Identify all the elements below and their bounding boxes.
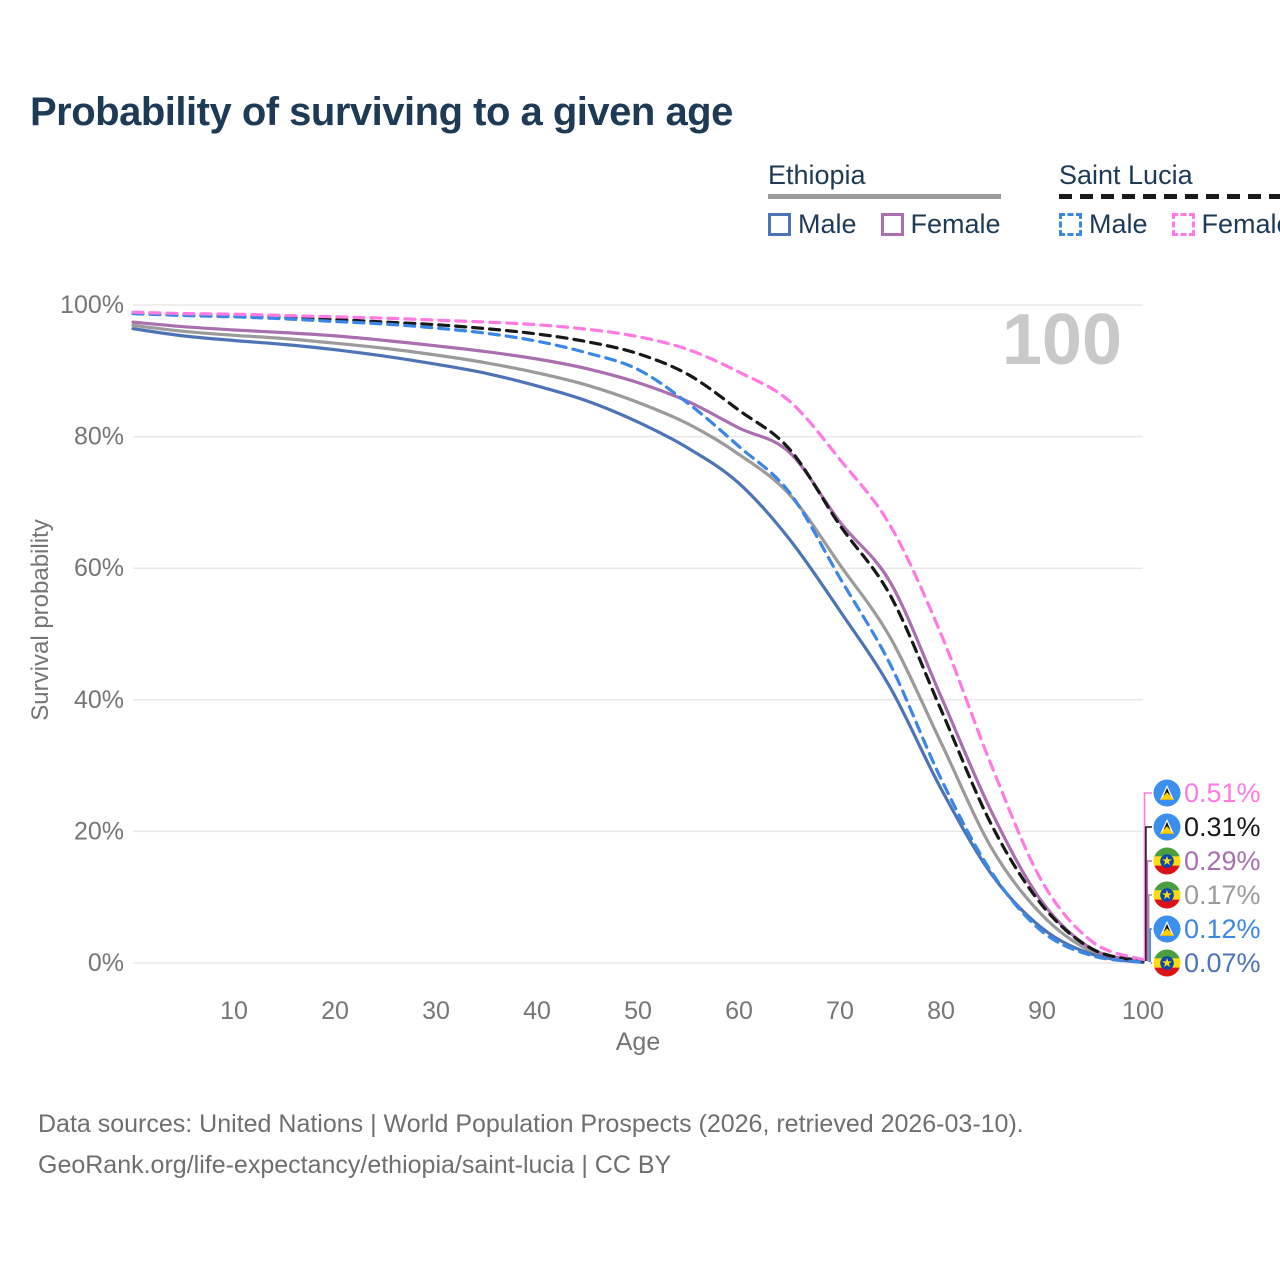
end-label-ethiopia-female[interactable]: 0.29% bbox=[1153, 846, 1261, 876]
footer: Data sources: United Nations | World Pop… bbox=[38, 1104, 1024, 1186]
legend-checkbox bbox=[880, 213, 904, 236]
x-tick-label: 50 bbox=[624, 997, 652, 1025]
series-line-saint-lucia-female[interactable] bbox=[131, 310, 1145, 962]
legend-item-label: Female bbox=[910, 209, 1001, 239]
end-label-saint-lucia-female[interactable]: 0.51% bbox=[1153, 778, 1261, 808]
series-line-saint-lucia-total[interactable] bbox=[131, 311, 1145, 963]
x-tick-label: 30 bbox=[422, 997, 450, 1025]
footer-data-sources: Data sources: United Nations | World Pop… bbox=[38, 1110, 1024, 1138]
x-axis-title: Age bbox=[616, 1028, 660, 1056]
end-label-ethiopia-total[interactable]: 0.17% bbox=[1153, 880, 1261, 910]
legend-group-ethiopia: Ethiopia Male Female bbox=[768, 160, 1001, 240]
y-tick-label: 60% bbox=[74, 554, 124, 582]
legend: Ethiopia Male Female Saint Lucia Male Female bbox=[768, 160, 1280, 240]
legend-item-saint-lucia-male[interactable]: Male bbox=[1059, 209, 1148, 240]
legend-checkbox bbox=[768, 213, 791, 236]
legend-item-saint-lucia-female[interactable]: Female bbox=[1171, 209, 1280, 240]
series-line-ethiopia-male[interactable] bbox=[131, 327, 1145, 965]
legend-item-label: Female bbox=[1201, 209, 1280, 239]
end-label-saint-lucia-male[interactable]: 0.12% bbox=[1153, 914, 1261, 944]
page-title: Probability of surviving to a given age bbox=[30, 90, 733, 134]
series-line-ethiopia-total[interactable] bbox=[131, 323, 1145, 964]
y-tick-label: 40% bbox=[74, 686, 124, 714]
flag-icon-saint-lucia bbox=[1153, 779, 1181, 807]
legend-item-label: Male bbox=[1089, 209, 1148, 239]
end-label-value: 0.29% bbox=[1184, 846, 1261, 876]
end-label-connector bbox=[1143, 792, 1152, 960]
y-tick-label: 20% bbox=[74, 817, 124, 845]
end-label-value: 0.17% bbox=[1184, 880, 1261, 910]
x-tick-label: 20 bbox=[321, 997, 349, 1025]
legend-item-label: Male bbox=[798, 209, 857, 239]
watermark-age-100: 100 bbox=[1002, 300, 1122, 380]
flag-icon-saint-lucia bbox=[1153, 915, 1181, 943]
legend-checkbox bbox=[1059, 213, 1082, 236]
legend-group-saint-lucia: Saint Lucia Male Female bbox=[1059, 160, 1280, 240]
end-label-value: 0.31% bbox=[1184, 812, 1261, 842]
end-label-connector bbox=[1150, 962, 1153, 964]
end-label-connector bbox=[1147, 894, 1152, 962]
x-tick-label: 90 bbox=[1028, 997, 1056, 1025]
survival-probability-chart: 0% 20% 40% 60% 80% 100% 100 10 20 30 40 50 60 70 80 90 1… bbox=[27, 291, 1261, 1056]
legend-checkbox bbox=[1171, 213, 1195, 236]
flag-icon-saint-lucia bbox=[1153, 813, 1181, 841]
end-label-ethiopia-male[interactable]: 0.07% bbox=[1153, 948, 1261, 978]
series-line-ethiopia-female[interactable] bbox=[131, 320, 1145, 963]
legend-item-ethiopia-male[interactable]: Male bbox=[768, 209, 857, 240]
legend-header[interactable]: Saint Lucia bbox=[1059, 160, 1193, 190]
x-tick-label: 80 bbox=[927, 997, 955, 1025]
x-tick-label: 70 bbox=[826, 997, 854, 1025]
legend-underline bbox=[768, 194, 1001, 199]
y-axis-title: Survival probability bbox=[27, 519, 54, 720]
flag-icon-ethiopia bbox=[1153, 847, 1181, 875]
end-label-value: 0.07% bbox=[1184, 948, 1261, 978]
end-label-value: 0.51% bbox=[1184, 778, 1261, 808]
flag-icon-ethiopia bbox=[1153, 881, 1181, 909]
legend-underline bbox=[1059, 194, 1280, 199]
end-label-connector bbox=[1145, 826, 1152, 961]
y-tick-label: 100% bbox=[60, 291, 124, 319]
x-tick-label: 60 bbox=[725, 997, 753, 1025]
x-tick-label: 10 bbox=[220, 997, 248, 1025]
footer-attribution: GeoRank.org/life-expectancy/ethiopia/sai… bbox=[38, 1151, 672, 1179]
flag-icon-ethiopia bbox=[1153, 949, 1181, 977]
x-tick-label: 100 bbox=[1122, 997, 1164, 1025]
x-tick-label: 40 bbox=[523, 997, 551, 1025]
end-label-saint-lucia-total[interactable]: 0.31% bbox=[1153, 812, 1261, 842]
end-label-connector bbox=[1146, 860, 1152, 962]
legend-item-ethiopia-female[interactable]: Female bbox=[880, 209, 1001, 240]
legend-header[interactable]: Ethiopia bbox=[768, 160, 866, 190]
y-tick-label: 0% bbox=[88, 949, 124, 977]
y-tick-label: 80% bbox=[74, 423, 124, 451]
end-label-connector bbox=[1149, 928, 1152, 963]
series-line-saint-lucia-male[interactable] bbox=[131, 312, 1145, 964]
end-label-value: 0.12% bbox=[1184, 914, 1261, 944]
